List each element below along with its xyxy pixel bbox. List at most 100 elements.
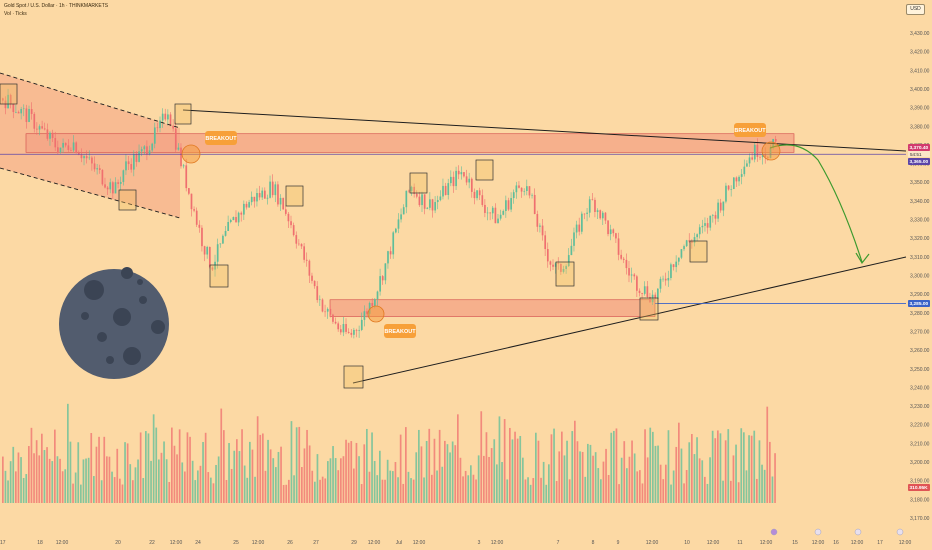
candle-body (533, 194, 536, 215)
candle-body (505, 200, 507, 211)
candle-body (17, 111, 20, 114)
y-axis-tick-label: 3,270.00 (910, 329, 930, 335)
volume-bar (72, 483, 74, 503)
swing-point-box[interactable] (639, 297, 659, 321)
candle-body (389, 251, 392, 255)
candle-body (560, 263, 562, 272)
x-axis-tick-label: 18 (37, 540, 43, 546)
candle-body (164, 113, 167, 120)
swing-point-box[interactable] (343, 365, 364, 389)
volume-bar (129, 464, 132, 503)
volume-bar (711, 430, 714, 503)
candle-body (575, 224, 578, 233)
volume-bar (327, 461, 329, 503)
candle-body (51, 132, 54, 139)
volume-bar (38, 455, 41, 503)
candle-body (153, 127, 156, 144)
volume-bar (293, 475, 295, 503)
candle-body (722, 201, 725, 211)
candle-body (167, 114, 169, 120)
volume-bar (145, 431, 147, 503)
candle-body (546, 249, 549, 262)
candle-body (240, 212, 243, 215)
candle-body (381, 276, 384, 281)
y-axis-tick-label: 3,170.00 (910, 516, 930, 522)
volume-bar (121, 484, 124, 503)
swing-point-box[interactable] (409, 172, 428, 194)
volume-bar (412, 479, 415, 503)
candle-body (75, 142, 78, 153)
news-event-icon[interactable] (770, 528, 778, 536)
volume-bar (766, 406, 769, 503)
volume-bar (600, 479, 602, 503)
economic-event-icon[interactable] (814, 528, 822, 536)
volume-bar (410, 478, 412, 503)
swing-point-box[interactable] (555, 261, 575, 287)
volume-bar (67, 403, 69, 503)
candle-body (198, 224, 201, 228)
candle-body (151, 143, 154, 151)
candle-body (188, 188, 190, 194)
swing-point-box[interactable] (174, 103, 192, 125)
candle-body (253, 196, 256, 202)
volume-bar (761, 464, 763, 503)
volume-bar (444, 440, 446, 503)
economic-event-icon[interactable] (854, 528, 862, 536)
swing-point-box[interactable] (0, 83, 18, 105)
x-axis-tick-label: 25 (233, 540, 239, 546)
volume-bar (85, 458, 87, 503)
candle-body (410, 186, 413, 192)
candle-body (515, 185, 518, 193)
candle-body (182, 165, 185, 167)
volume-indicator-label[interactable]: Vol · Ticks (4, 11, 27, 17)
volume-bar (618, 484, 620, 503)
volume-bar (111, 471, 113, 503)
candle-body (96, 168, 99, 170)
volume-bar (441, 466, 444, 503)
volume-bar (498, 416, 501, 503)
volume-bar (420, 446, 423, 503)
ascending-support-trendline[interactable] (352, 256, 907, 384)
candle-body (685, 240, 688, 247)
currency-button[interactable]: USD (906, 4, 925, 15)
volume-bar (82, 459, 85, 503)
x-axis-tick-label: 11 (737, 540, 742, 546)
volume-bar (251, 449, 254, 503)
economic-event-icon[interactable] (896, 528, 904, 536)
candle-body (596, 210, 599, 213)
descending-resistance-trendline[interactable] (182, 109, 907, 152)
volume-bar (506, 479, 509, 503)
purple-level-tag-bg (908, 158, 930, 165)
candle-body (43, 128, 46, 130)
volume-bar (90, 433, 93, 503)
volume-bar (345, 439, 347, 503)
swing-point-box[interactable] (285, 185, 304, 207)
candle-body (625, 259, 628, 269)
swing-point-box[interactable] (689, 240, 708, 263)
volume-bar (59, 458, 61, 503)
x-axis-tick-label: 12:00 (707, 540, 720, 546)
volume-bar (321, 476, 324, 503)
volume-bar (350, 441, 353, 503)
candle-body (106, 187, 109, 190)
volume-bar (116, 448, 119, 503)
volume-bar (100, 480, 103, 503)
candle-body (9, 94, 12, 104)
candle-body (321, 299, 324, 312)
candle-body (557, 263, 560, 264)
candle-body (261, 190, 264, 198)
symbol-title[interactable]: Gold Spot / U.S. Dollar · 1h · THINKMARK… (4, 3, 109, 9)
x-axis-tick-label: 29 (351, 540, 357, 546)
volume-bar (462, 476, 464, 503)
swing-point-box[interactable] (475, 159, 494, 181)
volume-bar (163, 441, 165, 503)
candle-body (649, 296, 651, 303)
volume-bar (464, 470, 467, 503)
volume-bar (43, 450, 46, 503)
volume-bar (113, 477, 116, 503)
volume-bar (563, 455, 566, 503)
volume-bar (467, 475, 470, 503)
swing-point-box[interactable] (209, 264, 229, 288)
swing-point-box[interactable] (118, 189, 137, 211)
